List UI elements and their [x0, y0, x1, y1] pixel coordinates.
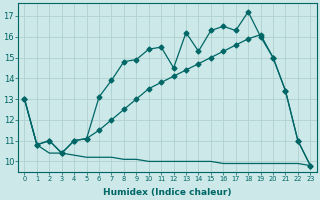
X-axis label: Humidex (Indice chaleur): Humidex (Indice chaleur) [103, 188, 232, 197]
